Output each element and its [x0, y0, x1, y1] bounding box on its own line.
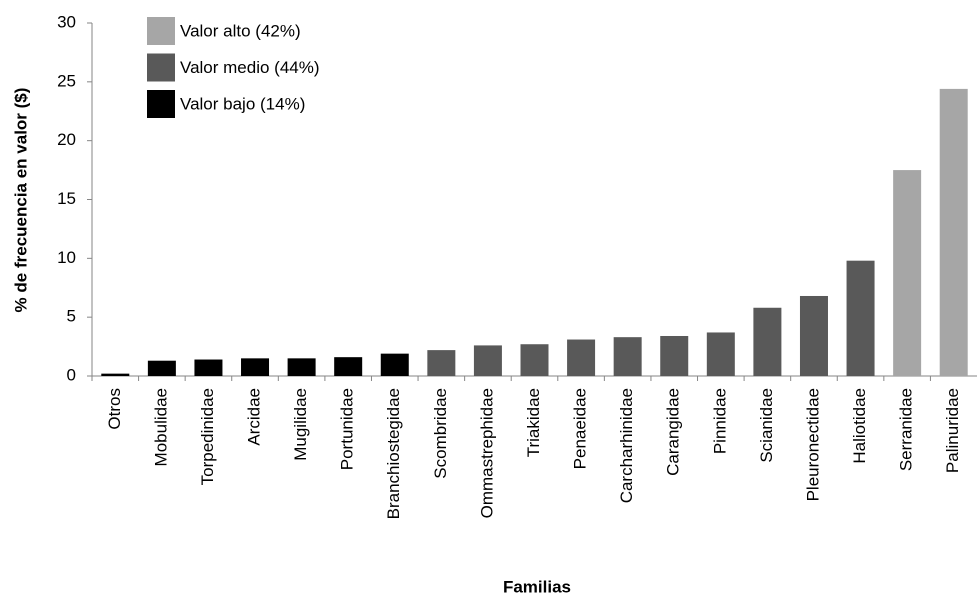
x-tick-label: Serranidae [897, 388, 916, 471]
y-tick-label: 0 [67, 365, 76, 384]
legend-label: Valor medio (44%) [180, 58, 320, 77]
bar [101, 373, 130, 376]
bar [334, 357, 363, 376]
bar [846, 260, 875, 376]
x-tick-label: Scombridae [431, 388, 450, 479]
legend-label: Valor bajo (14%) [180, 94, 305, 113]
x-tick-label: Carangidae [664, 388, 683, 476]
x-tick-label: Triakidae [524, 388, 543, 457]
y-tick-label: 30 [57, 12, 76, 31]
y-tick-label: 20 [57, 130, 76, 149]
y-tick-label: 15 [57, 189, 76, 208]
x-tick-label: Palinuridae [943, 388, 962, 473]
x-tick-label: Mugilidae [291, 388, 310, 461]
bar [753, 307, 782, 376]
y-tick-label: 25 [57, 71, 76, 90]
x-axis-title: Familias [503, 577, 571, 596]
bar [939, 88, 968, 376]
y-tick-label: 10 [57, 248, 76, 267]
bar [194, 359, 223, 376]
bar [660, 335, 689, 376]
bar [799, 295, 828, 376]
x-tick-label: Arcidae [245, 388, 264, 446]
x-tick-label: Penaeidae [571, 388, 590, 469]
bar [567, 339, 596, 376]
y-tick-label: 5 [67, 307, 76, 326]
x-tick-label: Branchiostegidae [384, 388, 403, 519]
x-tick-label: Mobulidae [151, 388, 170, 466]
bar [380, 353, 409, 376]
legend-swatch [147, 53, 175, 82]
legend-swatch [147, 90, 175, 118]
x-tick-label: Ommastrephidae [477, 388, 496, 518]
x-tick-label: Scianidae [757, 388, 776, 463]
x-tick-label: Torpedinidae [198, 388, 217, 485]
y-axis-title: % de frecuencia en valor ($) [11, 88, 30, 313]
x-tick-label: Pinnidae [710, 388, 729, 454]
bar [520, 344, 549, 376]
bar [706, 332, 735, 376]
x-tick-label: Carcharhinidae [617, 388, 636, 503]
x-tick-label: Haliotidae [850, 388, 869, 464]
legend-swatch [147, 17, 175, 45]
legend-label: Valor alto (42%) [180, 21, 301, 40]
bar [147, 360, 176, 376]
bar [427, 350, 456, 376]
x-tick-label: Pleuronectidae [803, 388, 822, 501]
bar [893, 170, 922, 376]
bar [287, 358, 316, 376]
bar [613, 337, 642, 376]
bar [473, 345, 502, 376]
x-tick-label: Otros [105, 388, 124, 430]
x-tick-label: Portunidae [338, 388, 357, 470]
bar [241, 358, 270, 376]
